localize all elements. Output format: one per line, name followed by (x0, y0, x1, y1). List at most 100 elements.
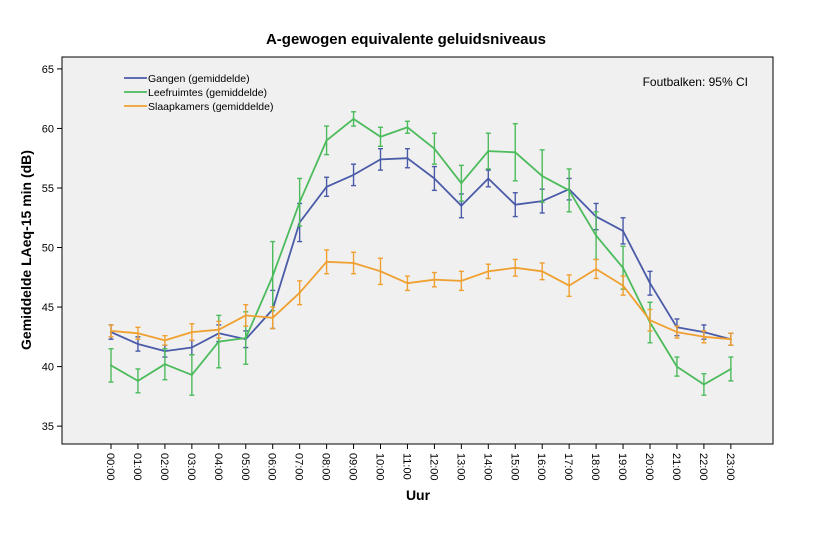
series-line (110, 118, 732, 386)
data-point (244, 337, 247, 340)
x-tick-label: 14:00 (481, 453, 493, 481)
x-tick-label: 17:00 (562, 453, 574, 481)
data-point (163, 339, 166, 342)
data-point (460, 182, 463, 185)
data-point (190, 346, 193, 349)
data-point (541, 270, 544, 273)
x-axis-label: Uur (406, 487, 431, 503)
data-point (379, 158, 382, 161)
y-tick-label: 65 (42, 64, 54, 76)
data-point (460, 204, 463, 207)
y-tick-label: 60 (42, 123, 54, 135)
ci-note: Foutbalken: 95% CI (643, 75, 748, 89)
data-point (271, 316, 274, 319)
data-point (298, 291, 301, 294)
data-point (136, 379, 139, 382)
data-point (649, 319, 651, 322)
x-tick-label: 19:00 (616, 453, 628, 481)
data-point (487, 270, 490, 273)
x-tick-label: 22:00 (697, 453, 709, 481)
data-point (460, 279, 463, 282)
data-point (729, 338, 732, 341)
x-tick-label: 16:00 (535, 453, 547, 481)
data-point (110, 364, 112, 367)
x-tick-label: 15:00 (508, 453, 520, 481)
data-point (649, 282, 651, 285)
data-point (325, 139, 328, 142)
x-tick-label: 10:00 (374, 453, 386, 481)
x-tick-label: 07:00 (293, 453, 305, 481)
data-point (595, 234, 598, 237)
data-point (433, 147, 436, 150)
data-point (675, 331, 678, 334)
data-point (352, 173, 355, 176)
legend-label: Slaapkamers (gemiddelde) (148, 101, 273, 113)
data-point (568, 284, 571, 287)
legend-label: Leefruimtes (gemiddelde) (148, 87, 267, 99)
data-point (433, 278, 436, 281)
y-tick-label: 50 (42, 243, 54, 255)
x-tick-label: 04:00 (212, 453, 224, 481)
x-tick-label: 02:00 (158, 453, 170, 481)
data-point (190, 331, 193, 334)
data-point (217, 340, 220, 343)
y-tick-label: 45 (42, 302, 54, 314)
series-layer (108, 111, 734, 396)
data-point (136, 332, 139, 335)
data-point (433, 177, 436, 180)
data-point (190, 373, 193, 376)
legend-item: Slaapkamers (gemiddelde) (124, 101, 273, 113)
x-tick-label: 18:00 (589, 453, 601, 481)
data-point (352, 262, 355, 265)
series-line (110, 157, 732, 353)
data-point (325, 185, 328, 188)
legend: Gangen (gemiddelde) Leefruimtes (gemiddel… (124, 73, 273, 113)
x-tick-label: 03:00 (185, 453, 197, 481)
x-tick-label: 21:00 (670, 453, 682, 481)
x-tick-label: 13:00 (454, 453, 466, 481)
data-point (406, 126, 409, 129)
x-tick-label: 08:00 (320, 453, 332, 481)
data-point (541, 175, 544, 178)
data-point (595, 267, 598, 270)
data-point (487, 177, 490, 180)
data-point (622, 284, 625, 287)
x-axis: 00:00 01:00 02:00 03:00 04:00 05:00 06:00 07:00… (104, 444, 736, 481)
x-tick-label: 05:00 (239, 453, 251, 481)
data-point (244, 314, 247, 317)
legend-label: Gangen (gemiddelde) (148, 73, 250, 85)
x-tick-label: 00:00 (104, 453, 116, 481)
x-tick-label: 12:00 (427, 453, 439, 481)
y-tick-label: 35 (42, 421, 54, 433)
x-tick-label: 11:00 (400, 453, 412, 480)
data-point (702, 383, 705, 386)
y-axis: 35 40 45 50 55 60 65 (42, 64, 62, 433)
data-point (568, 189, 571, 192)
data-point (217, 328, 220, 331)
y-tick-label: 55 (42, 183, 54, 195)
x-tick-label: 06:00 (266, 453, 278, 481)
data-point (379, 135, 382, 138)
data-point (406, 157, 409, 160)
data-point (514, 203, 517, 206)
x-tick-label: 01:00 (131, 453, 143, 481)
data-point (406, 282, 409, 285)
data-point (271, 275, 274, 278)
data-point (514, 151, 517, 154)
data-point (729, 367, 732, 370)
data-point (487, 150, 490, 153)
y-axis-label: Gemiddelde LAeq-15 min (dB) (18, 150, 34, 350)
data-point (110, 329, 112, 332)
data-point (352, 117, 355, 120)
data-point (675, 365, 678, 368)
x-tick-label: 20:00 (643, 453, 655, 481)
data-point (622, 266, 625, 269)
legend-item: Gangen (gemiddelde) (124, 73, 250, 85)
y-tick-label: 40 (42, 362, 54, 374)
data-point (325, 260, 328, 263)
legend-item: Leefruimtes (gemiddelde) (124, 87, 267, 99)
series-2 (108, 249, 734, 346)
data-point (622, 229, 625, 232)
data-point (298, 201, 301, 204)
